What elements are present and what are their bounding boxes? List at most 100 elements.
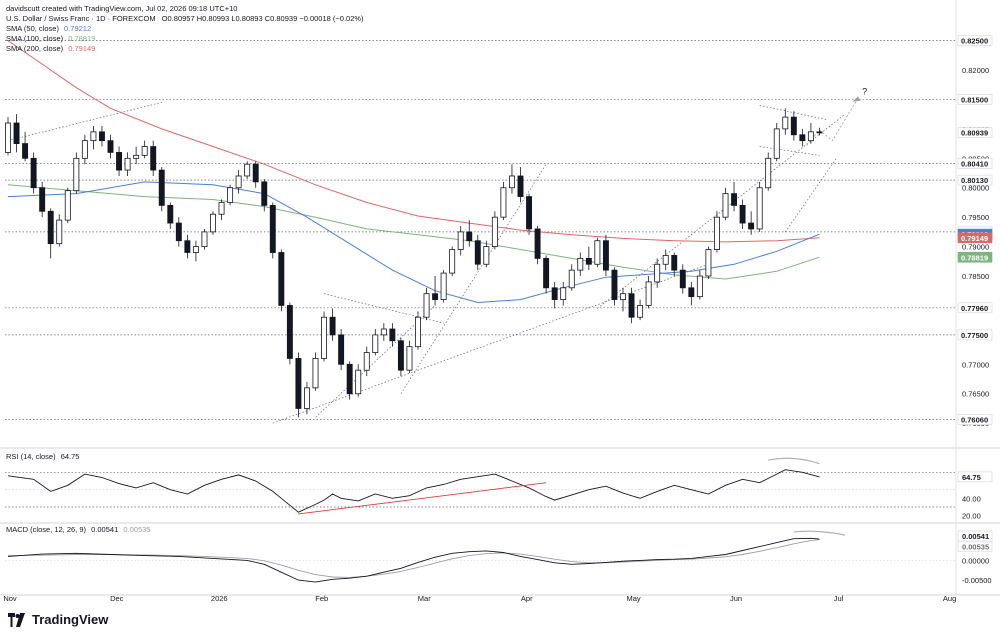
candle (620, 287, 626, 312)
candle-body (534, 228, 541, 259)
price-label-text: 0.79149 (961, 234, 988, 243)
sma100-legend[interactable]: SMA (100, close) 0.78819 (6, 34, 95, 43)
candle (474, 234, 481, 271)
price-tick-label: 0.78500 (962, 272, 989, 281)
candle-body (722, 193, 729, 218)
candle-body (363, 352, 370, 371)
candle (739, 199, 746, 229)
candle-body (773, 128, 780, 159)
candle-body (807, 131, 814, 142)
candle (321, 311, 328, 362)
candle (662, 249, 669, 271)
candle-body (577, 257, 584, 271)
candle-body (321, 316, 328, 359)
sma200-value: 0.79149 (68, 44, 96, 53)
price-label-text: 0.80939 (961, 128, 988, 137)
candle-body (474, 240, 481, 265)
candle-body (526, 196, 533, 230)
candle-body (449, 249, 456, 274)
candle (389, 323, 396, 347)
price-label-box (957, 232, 993, 244)
rsi-tick-label: 64.75 (962, 473, 981, 482)
candle-body (688, 287, 695, 298)
macd-value-2: 0.00535 (123, 525, 151, 534)
candle (713, 211, 720, 253)
price-label-text: 0.77960 (961, 304, 988, 313)
candle-body (30, 157, 37, 189)
candle-body (432, 293, 439, 300)
macd-value-1: 0.00541 (91, 525, 119, 534)
candle-body (73, 157, 80, 192)
candle (244, 161, 251, 179)
price-label-text: 0.80130 (961, 176, 988, 185)
candle (705, 246, 712, 279)
rsi-label: RSI (14, close) (6, 452, 56, 461)
price-label-text: 0.76060 (961, 416, 988, 425)
sma200-line (7, 40, 820, 243)
sma200-legend[interactable]: SMA (200, close) 0.79149 (6, 44, 95, 53)
candle (611, 267, 618, 306)
candle (107, 134, 114, 159)
candle (312, 352, 319, 391)
candle-body (637, 305, 644, 318)
ohlc-values: O0.80957 H0.80993 L0.80893 C0.80939 −0.0… (161, 14, 364, 23)
tradingview-logo-icon (8, 612, 25, 627)
candle (252, 161, 259, 188)
rsi-legend[interactable]: RSI (14, close) 64.75 (6, 452, 79, 461)
footer-brand[interactable]: TradingView (8, 612, 108, 627)
candle (466, 220, 473, 247)
candle (500, 181, 507, 221)
price-label-box (957, 127, 993, 138)
trendline (272, 263, 709, 424)
candle (432, 276, 439, 306)
sma50-legend[interactable]: SMA (50, close) 0.79212 (6, 24, 91, 33)
candle (261, 178, 268, 212)
candle (47, 208, 54, 259)
trendline (759, 146, 820, 156)
price-tick-label: 0.79000 (962, 243, 989, 252)
candle-body (517, 175, 524, 197)
trendline (315, 305, 436, 418)
price-tick-label: 0.80000 (962, 184, 989, 193)
candle (269, 202, 276, 259)
price-label-box (957, 174, 993, 186)
candle-body (560, 287, 567, 300)
price-label-text: 0.81500 (961, 95, 988, 104)
price-tick-label: 0.82000 (962, 66, 989, 75)
price-tick-label: 0.79500 (962, 213, 989, 222)
candle (116, 146, 123, 176)
candle (380, 323, 387, 341)
macd-tick-label: 0.00535 (962, 542, 989, 551)
candle (201, 228, 208, 250)
sma50-label: SMA (50, close) (6, 24, 59, 33)
candle (654, 258, 661, 288)
time-tick-label: Dec (110, 594, 124, 603)
candle (184, 234, 191, 259)
price-label-text: 0.78819 (961, 253, 988, 262)
time-tick-label: Apr (521, 594, 533, 603)
candle-body (696, 275, 703, 298)
price-label-box (957, 158, 993, 169)
rsi-divergence-arrow (768, 457, 820, 465)
candle (39, 181, 46, 218)
candle (363, 346, 370, 377)
macd-legend[interactable]: MACD (close, 12, 26, 9) 0.00541 0.00535 (6, 525, 150, 534)
candle-body (252, 163, 259, 183)
candle (227, 184, 234, 206)
candle-body (175, 222, 182, 242)
sma100-value: 0.78819 (68, 34, 96, 43)
trendline (785, 158, 837, 233)
candle-body (491, 216, 498, 248)
candle (782, 108, 789, 135)
rsi-value: 64.75 (60, 452, 80, 461)
candle (696, 270, 703, 300)
candle-body (508, 175, 515, 189)
candle (175, 217, 182, 247)
candle-body (338, 334, 345, 365)
candle (628, 287, 635, 324)
candle-body (244, 163, 251, 177)
time-tick-label: Aug (943, 594, 956, 603)
candle-body (56, 219, 63, 245)
candle-body (713, 216, 720, 250)
